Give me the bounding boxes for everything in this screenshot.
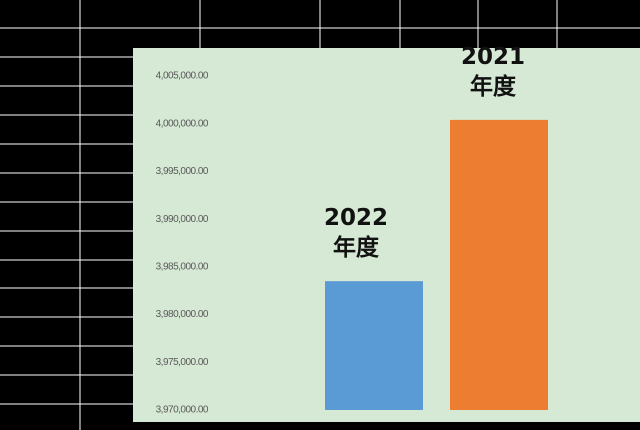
y-tick-label: 4,005,000.00 (156, 71, 209, 82)
y-tick-label: 3,985,000.00 (156, 261, 209, 272)
y-tick-label: 3,975,000.00 (156, 357, 209, 368)
bar (450, 119, 548, 410)
y-tick-label: 3,970,000.00 (156, 405, 209, 416)
y-tick-label: 3,995,000.00 (156, 166, 209, 177)
y-tick-label: 4,000,000.00 (156, 118, 209, 129)
category-label: 2022年度 (323, 205, 388, 262)
y-tick-label: 3,990,000.00 (156, 214, 209, 225)
category-label: 2021年度 (460, 43, 525, 100)
bar (325, 281, 423, 410)
y-tick-label: 3,980,000.00 (156, 309, 209, 320)
